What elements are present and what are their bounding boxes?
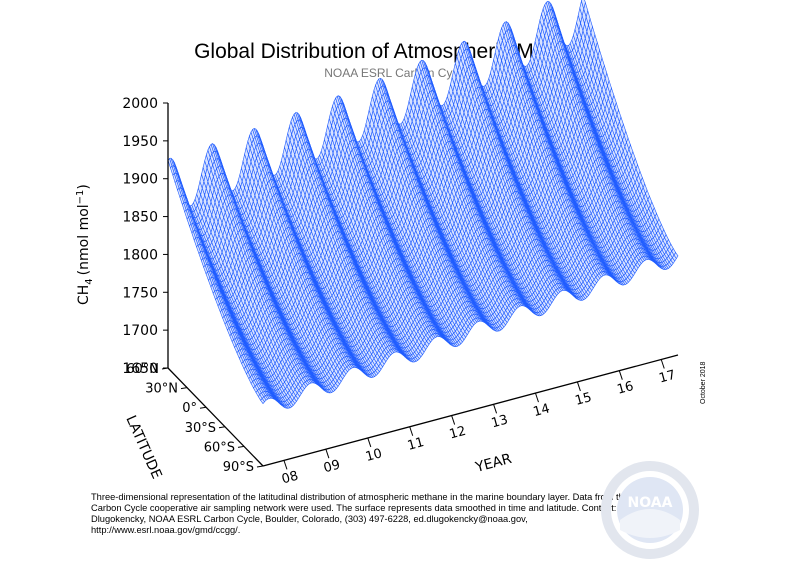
methane-surface [167, 0, 679, 409]
chart-subtitle: NOAA ESRL Carbon Cycle [324, 66, 468, 80]
